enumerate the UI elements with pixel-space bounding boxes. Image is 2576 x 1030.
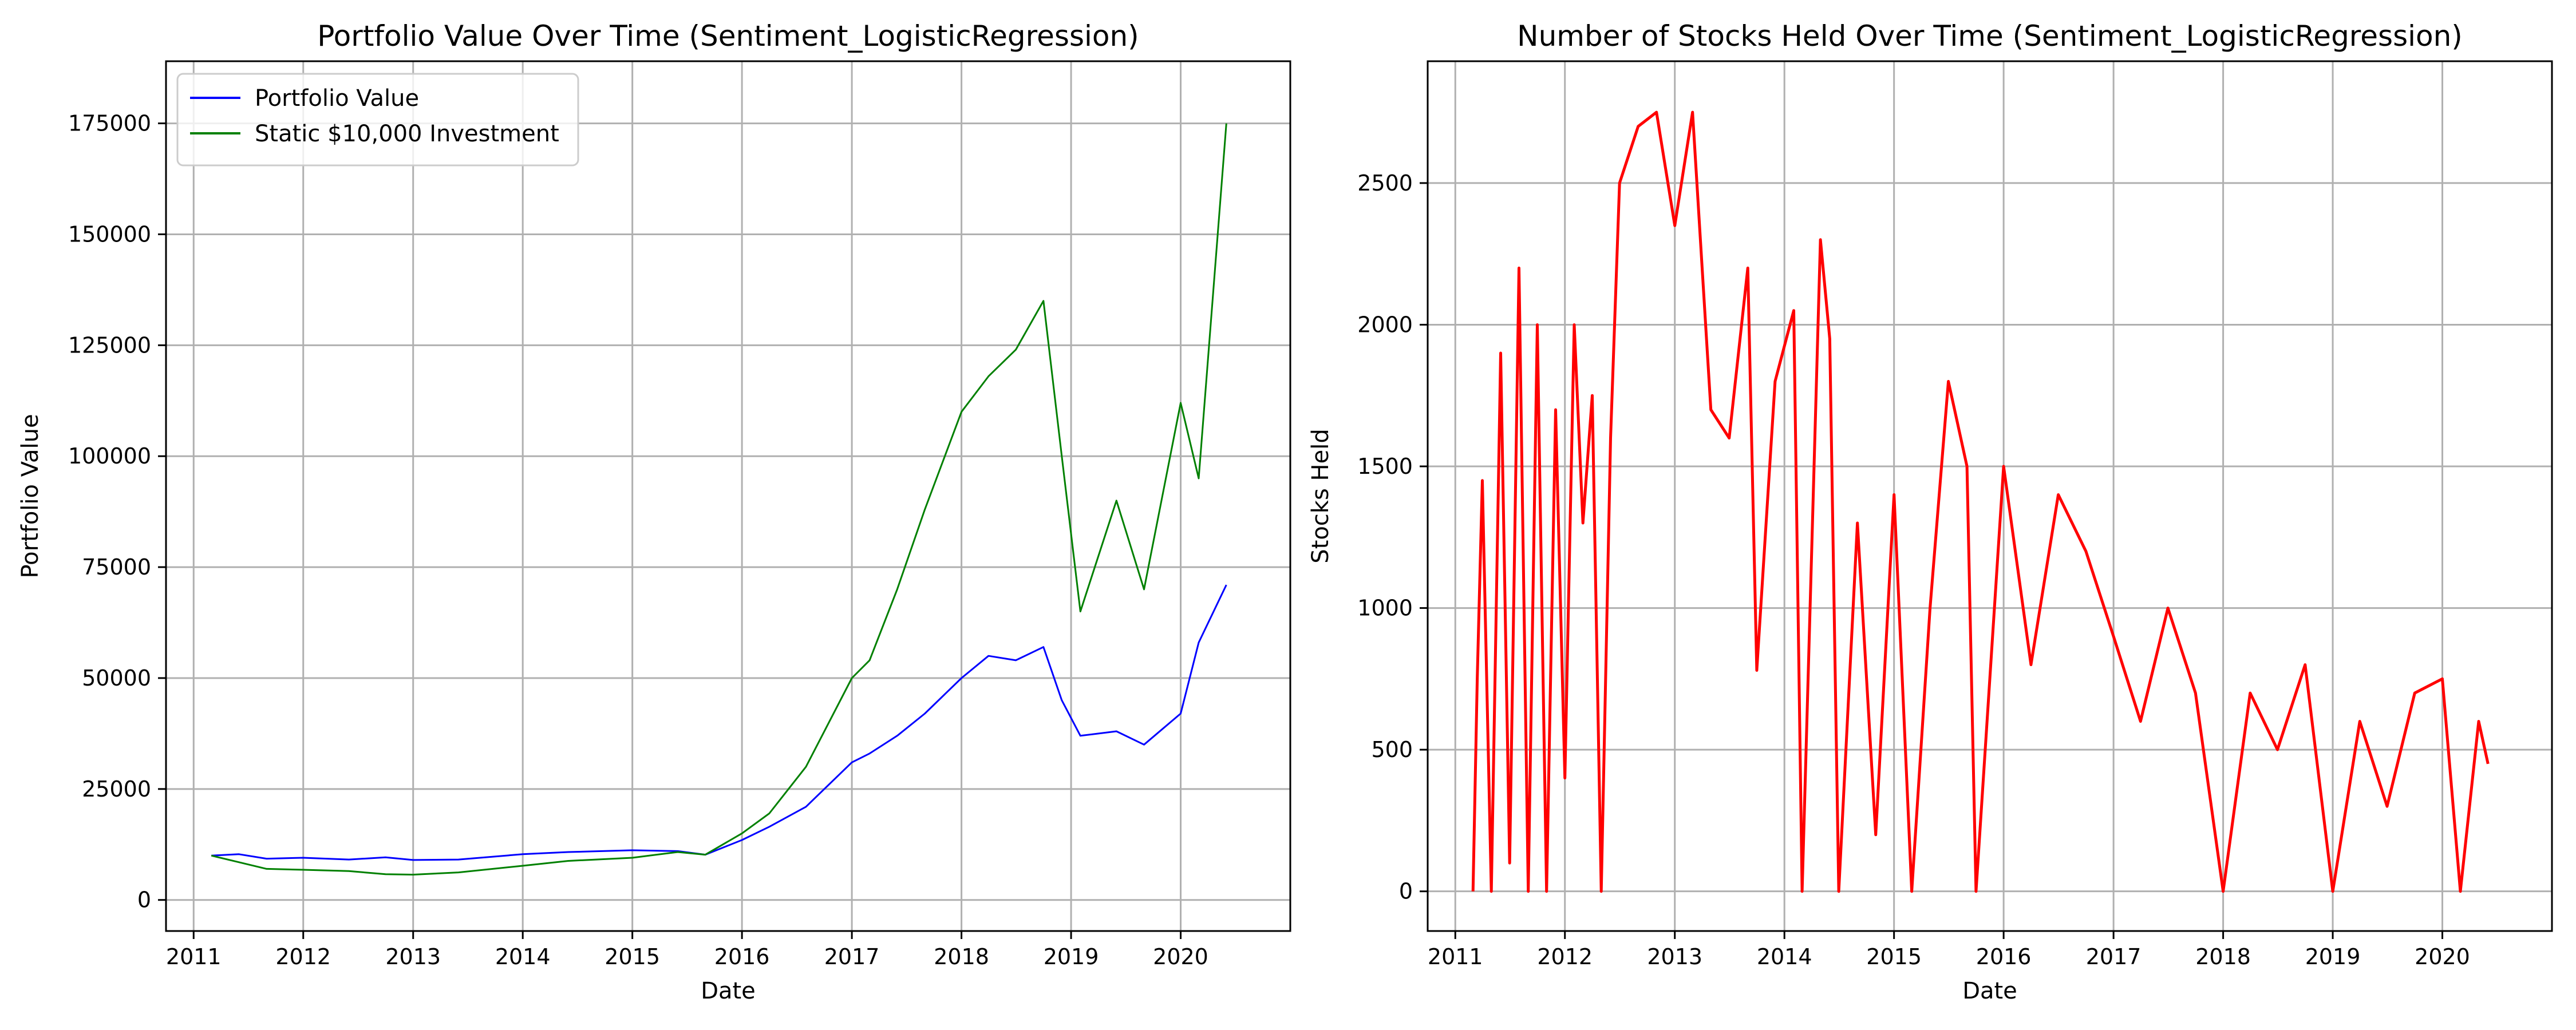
x-tick-label: 2017 [824,944,880,969]
x-tick-label: 2013 [385,944,441,969]
y-axis-label: Stocks Held [1307,429,1334,563]
x-tick-label: 2012 [1537,944,1593,969]
x-tick-label: 2011 [166,944,222,969]
y-tick-label: 100000 [68,443,151,469]
x-axis-label: Date [1962,978,2017,1004]
stocks-held-chart: 2011 2012 2013 2014 2015 2016 2017 2018 2019 2020… [1307,19,2553,1004]
x-tick-label: 2014 [495,944,551,969]
x-tick-label: 2019 [1044,944,1099,969]
y-tick-label: 1000 [1357,596,1413,621]
x-tick-label: 2017 [2086,944,2142,969]
y-tick-label: 500 [1371,737,1413,762]
x-tick-label: 2020 [1153,944,1208,969]
y-tick-label: 125000 [68,332,151,358]
x-tick-label: 2013 [1647,944,1702,969]
x-tick-label: 2016 [1976,944,2032,969]
series-line-portfolio-value [211,584,1227,861]
y-tick-label: 2000 [1357,312,1413,337]
legend-box [176,73,579,167]
y-tick-label: 50000 [82,665,151,691]
y-tick-label: 2500 [1357,171,1413,196]
y-tick-label: 1500 [1357,454,1413,479]
y-tick-label: 0 [1399,879,1413,904]
x-tick-label: 2015 [1866,944,1922,969]
x-axis-label: Date [701,978,756,1004]
portfolio-value-chart: 2011 2012 2013 2014 2015 2016 2017 2018 2019 2020… [17,19,1291,1004]
x-tick-label: 2018 [934,944,989,969]
y-tick-label: 25000 [82,777,151,802]
chart-title: Portfolio Value Over Time (Sentiment_Log… [317,19,1139,53]
x-tick-label: 2015 [605,944,660,969]
plot-frame [165,60,1291,932]
y-tick-label: 175000 [68,111,151,136]
x-tick-label: 2020 [2415,944,2470,969]
x-tick-label: 2019 [2305,944,2361,969]
legend-label: Static $10,000 Investment [255,121,559,147]
series-line-0 [1471,110,2490,893]
legend-label: Portfolio Value [255,85,419,112]
y-tick-label: 0 [137,888,151,913]
chart-title: Number of Stocks Held Over Time (Sentime… [1517,19,2463,53]
x-tick-label: 2011 [1428,944,1483,969]
x-tick-label: 2014 [1757,944,1812,969]
series-line-static-10-000-investment [211,123,1227,876]
x-tick-label: 2012 [275,944,331,969]
y-tick-label: 150000 [68,221,151,247]
x-tick-label: 2016 [714,944,770,969]
y-axis-label: Portfolio Value [17,414,44,578]
plot-frame [1427,60,2553,932]
x-tick-label: 2018 [2195,944,2251,969]
y-tick-label: 75000 [82,554,151,580]
